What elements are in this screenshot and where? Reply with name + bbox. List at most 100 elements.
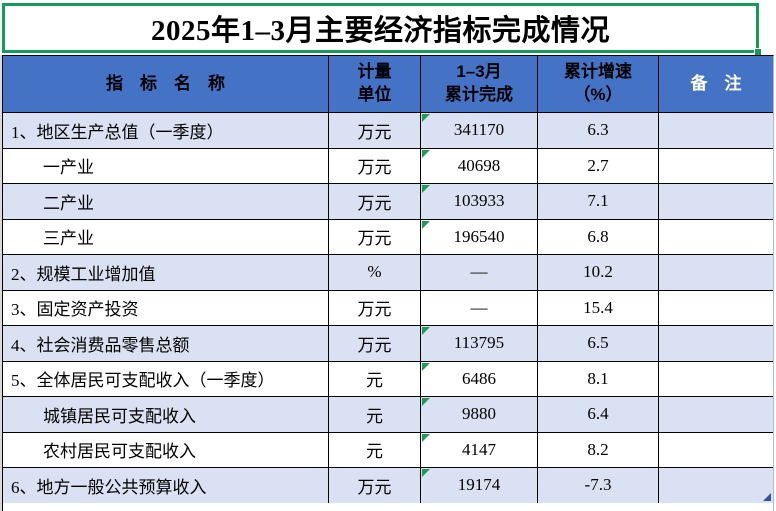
growth-value: 10.2 — [583, 262, 613, 282]
indicator-name-cell[interactable]: 6、地方一般公共预算收入 — [3, 468, 329, 503]
unit-cell[interactable]: 万元 — [329, 184, 421, 219]
indicator-name: 1、地区生产总值（一季度） — [11, 122, 224, 142]
table-row: 4、社会消费品零售总额 万元 113795 6.5 — [3, 326, 773, 362]
value-cell[interactable]: 6486 — [421, 361, 538, 396]
header-growth[interactable]: 累计增速 （%） — [538, 56, 659, 112]
indicator-name-cell[interactable]: 1、地区生产总值（一季度） — [3, 113, 329, 148]
value-cell[interactable]: 9880 — [421, 397, 538, 432]
header-indicator-name[interactable]: 指 标 名 称 — [3, 56, 329, 112]
unit-cell[interactable]: 万元 — [329, 326, 421, 361]
unit-value: 万元 — [357, 477, 392, 497]
remark-cell[interactable] — [659, 149, 773, 184]
unit-cell[interactable]: 元 — [329, 361, 421, 396]
growth-cell[interactable]: 6.4 — [538, 397, 659, 432]
growth-cell[interactable]: 6.3 — [538, 113, 659, 148]
completed-value: 113795 — [453, 333, 505, 353]
table-row: 1、地区生产总值（一季度） 万元 341170 6.3 — [3, 113, 773, 149]
indicator-name-cell[interactable]: 三产业 — [3, 219, 329, 254]
corner-marker-icon — [763, 492, 771, 501]
growth-cell[interactable]: 8.1 — [538, 361, 659, 396]
indicator-name-cell[interactable]: 二产业 — [3, 184, 329, 219]
growth-value: 7.1 — [587, 191, 609, 211]
value-cell[interactable]: — — [421, 290, 538, 325]
remark-cell[interactable] — [659, 468, 773, 503]
growth-cell[interactable]: 2.7 — [538, 148, 659, 183]
unit-cell[interactable]: 万元 — [329, 468, 421, 503]
table-row: 农村居民可支配收入 元 4147 8.2 — [3, 432, 773, 468]
completed-value: — — [470, 262, 488, 282]
remark-cell[interactable] — [659, 184, 773, 219]
unit-cell[interactable]: 万元 — [329, 219, 421, 254]
growth-cell[interactable]: -7.3 — [538, 468, 659, 503]
cell-error-indicator-icon — [422, 433, 430, 442]
indicator-name: 4、社会消费品零售总额 — [11, 335, 190, 355]
growth-cell[interactable]: 6.8 — [538, 219, 659, 254]
indicator-name-cell[interactable]: 3、固定资产投资 — [3, 290, 329, 325]
indicators-table: 指 标 名 称 计量 单位 1–3月 累计完成 累计增速 （%） 备 注 1、地… — [2, 55, 774, 504]
indicator-name-cell[interactable]: 一产业 — [3, 148, 329, 183]
remark-cell[interactable] — [659, 291, 773, 326]
growth-value: 6.5 — [587, 333, 609, 353]
indicator-name-cell[interactable]: 城镇居民可支配收入 — [3, 397, 329, 432]
unit-cell[interactable]: % — [329, 255, 421, 290]
growth-cell[interactable]: 6.5 — [538, 326, 659, 361]
remark-cell[interactable] — [659, 113, 773, 148]
growth-cell[interactable]: 15.4 — [538, 290, 659, 325]
unit-cell[interactable]: 元 — [329, 432, 421, 467]
remark-cell[interactable] — [659, 220, 773, 255]
next-row-partial[interactable] — [2, 503, 774, 511]
growth-cell[interactable]: 7.1 — [538, 184, 659, 219]
value-cell[interactable]: 4147 — [421, 432, 538, 467]
value-cell[interactable]: — — [421, 255, 538, 290]
header-unit[interactable]: 计量 单位 — [329, 56, 421, 112]
completed-value: 40698 — [457, 155, 501, 175]
growth-value: 8.1 — [587, 368, 609, 388]
cell-error-indicator-icon — [422, 220, 430, 229]
indicator-name-cell[interactable]: 农村居民可支配收入 — [3, 432, 329, 467]
page-title: 2025年1–3月主要经济指标完成情况 — [150, 15, 610, 47]
remark-cell[interactable] — [659, 255, 773, 290]
growth-value: 15.4 — [583, 297, 613, 317]
table-row: 6、地方一般公共预算收入 万元 19174 -7.3 — [3, 468, 773, 504]
table-row: 三产业 万元 196540 6.8 — [3, 219, 773, 255]
title-cell[interactable]: 2025年1–3月主要经济指标完成情况 — [2, 3, 762, 56]
table-row: 3、固定资产投资 万元 — 15.4 — [3, 290, 773, 326]
value-cell[interactable]: 19174 — [421, 468, 538, 503]
value-cell[interactable]: 103933 — [421, 184, 538, 219]
unit-cell[interactable]: 万元 — [329, 113, 421, 148]
remark-cell[interactable] — [659, 433, 773, 468]
value-cell[interactable]: 196540 — [421, 219, 538, 254]
growth-cell[interactable]: 8.2 — [538, 432, 659, 467]
cropped-gutter — [0, 55, 2, 511]
indicator-name-cell[interactable]: 4、社会消费品零售总额 — [3, 326, 329, 361]
growth-value: 8.2 — [587, 439, 609, 459]
value-cell[interactable]: 40698 — [421, 148, 538, 183]
unit-cell[interactable]: 万元 — [329, 148, 421, 183]
growth-cell[interactable]: 10.2 — [538, 255, 659, 290]
unit-cell[interactable]: 万元 — [329, 290, 421, 325]
unit-value: 元 — [366, 371, 383, 391]
unit-value: 万元 — [357, 229, 392, 249]
completed-value: 103933 — [453, 191, 505, 211]
value-cell[interactable]: 113795 — [421, 326, 538, 361]
cell-error-indicator-icon — [422, 149, 430, 158]
indicator-name-cell[interactable]: 2、规模工业增加值 — [3, 255, 329, 290]
completed-value: 4147 — [462, 439, 496, 459]
completed-value: — — [470, 297, 488, 317]
growth-value: 6.3 — [587, 120, 609, 140]
value-cell[interactable]: 341170 — [421, 113, 538, 148]
completed-value: 341170 — [453, 120, 505, 140]
unit-value: 元 — [366, 406, 383, 426]
table-row: 一产业 万元 40698 2.7 — [3, 148, 773, 184]
completed-value: 9880 — [462, 404, 496, 424]
remark-cell[interactable] — [659, 397, 773, 432]
table-row: 城镇居民可支配收入 元 9880 6.4 — [3, 397, 773, 433]
remark-cell[interactable] — [659, 362, 773, 397]
header-remark[interactable]: 备 注 — [690, 73, 742, 93]
unit-cell[interactable]: 元 — [329, 397, 421, 432]
remark-cell[interactable] — [659, 326, 773, 361]
header-completed[interactable]: 1–3月 累计完成 — [421, 56, 538, 112]
unit-value: 元 — [366, 442, 383, 462]
indicator-name-cell[interactable]: 5、全体居民可支配收入（一季度） — [3, 361, 329, 396]
